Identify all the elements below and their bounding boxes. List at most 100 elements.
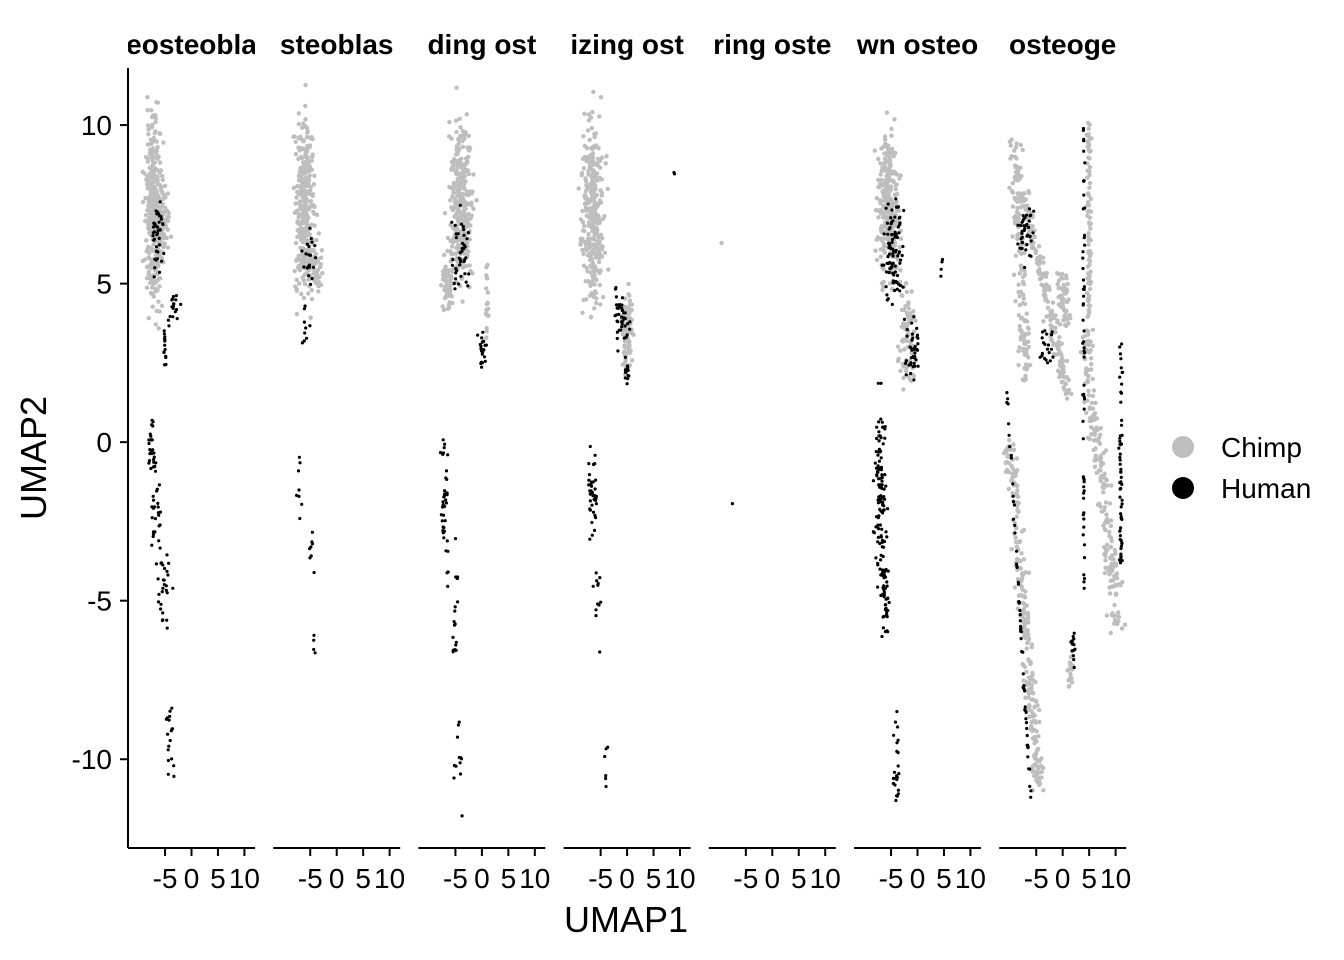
human-point: [916, 364, 920, 368]
human-point: [171, 315, 175, 319]
chimp-point: [1061, 282, 1067, 288]
human-point: [151, 231, 155, 235]
human-point: [587, 478, 591, 482]
chimp-point: [587, 137, 592, 142]
human-point: [896, 225, 900, 229]
chimp-point: [885, 170, 890, 175]
chimp-point: [895, 358, 901, 364]
human-point: [878, 434, 882, 438]
human-point: [893, 783, 897, 787]
human-point: [165, 591, 169, 595]
human-point: [1119, 526, 1123, 530]
human-point: [940, 260, 944, 264]
chimp-point: [882, 151, 887, 156]
chimp-point: [1018, 559, 1023, 564]
chimp-point: [589, 175, 594, 180]
human-point: [1031, 231, 1035, 235]
chimp-point: [1098, 478, 1103, 483]
human-point: [623, 355, 628, 359]
human-point: [1015, 549, 1019, 553]
chimp-point: [1021, 203, 1027, 208]
chimp-point: [1053, 313, 1058, 318]
chimp-point: [1036, 746, 1041, 751]
chimp-point: [155, 204, 160, 209]
chimp-point: [1104, 512, 1109, 517]
human-point: [162, 329, 166, 333]
chimp-point: [294, 277, 299, 283]
human-point: [1018, 608, 1022, 613]
chimp-point: [906, 301, 911, 307]
chimp-point: [150, 182, 155, 187]
human-point: [882, 545, 886, 549]
facet-title: steoblas: [280, 29, 394, 60]
chimp-point: [453, 204, 458, 209]
chimp-point: [165, 245, 170, 250]
chimp-point: [1015, 468, 1020, 473]
chimp-point: [454, 85, 459, 90]
human-point: [309, 554, 313, 558]
chimp-point: [1026, 570, 1032, 575]
chimp-point: [1065, 281, 1070, 287]
human-point: [871, 479, 876, 483]
chimp-point: [872, 148, 877, 153]
human-point: [916, 336, 920, 340]
chimp-point: [304, 149, 310, 154]
human-point: [1005, 391, 1009, 395]
chimp-point: [626, 308, 631, 314]
chimp-point: [1029, 724, 1034, 729]
chimp-point: [1088, 196, 1094, 202]
chimp-point: [911, 373, 917, 379]
chimp-point: [306, 277, 311, 282]
chimp-point: [593, 225, 598, 230]
human-point: [167, 561, 171, 565]
chimp-point: [1063, 381, 1069, 387]
chimp-point: [583, 208, 588, 213]
chimp-point: [892, 117, 897, 122]
human-point: [441, 451, 446, 455]
chimp-point: [1026, 639, 1031, 644]
chimp-point: [885, 189, 891, 194]
chimp-point: [1061, 370, 1067, 375]
human-point: [480, 340, 484, 344]
chimp-point: [1034, 699, 1039, 704]
chimp-point: [1014, 544, 1019, 549]
chimp-point: [294, 257, 299, 262]
chimp-point: [301, 146, 306, 152]
human-point: [886, 261, 890, 266]
human-point: [152, 275, 156, 279]
human-point: [467, 272, 471, 276]
chimp-point: [1013, 299, 1018, 304]
chimp-point: [318, 255, 324, 260]
human-point: [1019, 223, 1023, 228]
human-point: [310, 530, 314, 534]
chimp-point: [449, 167, 454, 172]
human-point: [481, 330, 485, 334]
human-point: [893, 264, 897, 268]
human-point: [443, 442, 447, 446]
human-point: [459, 274, 463, 278]
chimp-point: [300, 167, 306, 172]
chimp-point: [1028, 660, 1034, 665]
chimp-point: [299, 155, 305, 161]
chimp-point: [1100, 461, 1106, 466]
human-point: [479, 344, 483, 348]
chimp-point: [1009, 154, 1014, 159]
human-point: [163, 343, 167, 347]
chimp-point: [1014, 141, 1019, 146]
chimp-point: [1008, 447, 1013, 452]
chimp-point: [1082, 333, 1088, 339]
chimp-point: [460, 144, 466, 149]
chimp-point: [1041, 260, 1046, 265]
chimp-point: [580, 208, 585, 214]
human-point: [1032, 209, 1036, 213]
human-point: [456, 723, 460, 727]
human-point: [891, 252, 895, 256]
chimp-point: [146, 269, 152, 275]
chimp-point: [1022, 621, 1027, 626]
human-point: [614, 295, 619, 299]
chimp-point: [1018, 592, 1023, 598]
human-point: [1082, 329, 1086, 333]
chimp-point: [586, 112, 591, 117]
chimp-point: [1026, 229, 1032, 235]
human-point: [893, 215, 897, 219]
